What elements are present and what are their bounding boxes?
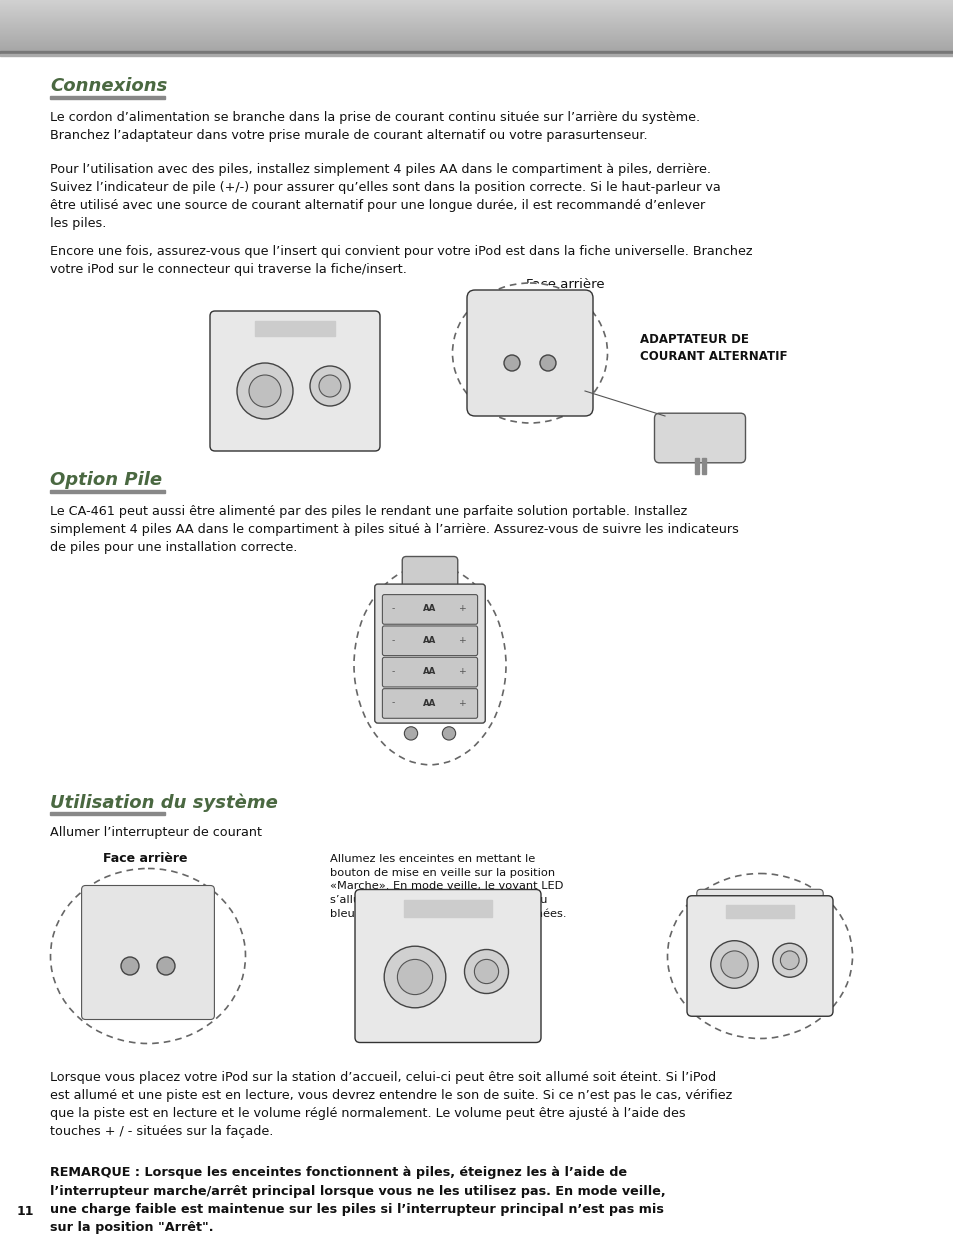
Circle shape — [121, 957, 139, 974]
Circle shape — [236, 363, 293, 419]
Ellipse shape — [51, 868, 245, 1044]
FancyBboxPatch shape — [654, 414, 744, 463]
Text: AA: AA — [423, 699, 436, 708]
Ellipse shape — [667, 873, 852, 1039]
Text: AA: AA — [423, 636, 436, 645]
FancyBboxPatch shape — [402, 557, 457, 592]
Circle shape — [539, 354, 556, 370]
Circle shape — [720, 951, 747, 978]
Circle shape — [464, 950, 508, 993]
FancyBboxPatch shape — [210, 311, 379, 451]
Circle shape — [710, 941, 758, 988]
Text: +: + — [457, 667, 466, 676]
Bar — [694, 458, 699, 474]
Circle shape — [474, 960, 498, 983]
Text: +: + — [457, 636, 466, 645]
Bar — [50, 96, 165, 99]
Bar — [725, 905, 793, 918]
Circle shape — [384, 946, 445, 1008]
Text: Allumez les enceintes en mettant le
bouton de mise en veille sur la position
«Ma: Allumez les enceintes en mettant le bout… — [330, 853, 566, 919]
Text: -: - — [392, 667, 395, 676]
Text: Face arrière: Face arrière — [103, 852, 187, 864]
FancyBboxPatch shape — [686, 895, 832, 1016]
Text: Encore une fois, assurez-vous que l’insert qui convient pour votre iPod est dans: Encore une fois, assurez-vous que l’inse… — [50, 245, 752, 275]
Circle shape — [780, 951, 799, 969]
Text: Le CA-461 peut aussi être alimenté par des piles le rendant une parfaite solutio: Le CA-461 peut aussi être alimenté par d… — [50, 505, 739, 555]
Ellipse shape — [452, 283, 607, 424]
Text: -: - — [392, 604, 395, 614]
Text: +: + — [457, 699, 466, 708]
Bar — [403, 900, 492, 916]
Circle shape — [157, 957, 174, 974]
Text: -: - — [392, 699, 395, 708]
Circle shape — [318, 375, 340, 396]
Text: AA: AA — [423, 604, 436, 614]
FancyBboxPatch shape — [382, 594, 477, 624]
Bar — [254, 321, 335, 336]
FancyBboxPatch shape — [696, 889, 822, 1016]
FancyBboxPatch shape — [382, 626, 477, 656]
Bar — [701, 458, 705, 474]
Circle shape — [503, 354, 519, 370]
Ellipse shape — [354, 566, 505, 764]
Text: Lorsque vous placez votre iPod sur la station d’accueil, celui-ci peut être soit: Lorsque vous placez votre iPod sur la st… — [50, 1071, 732, 1137]
Circle shape — [442, 726, 456, 740]
Circle shape — [397, 960, 432, 994]
Text: Pour l’utilisation avec des piles, installez simplement 4 piles AA dans le compa: Pour l’utilisation avec des piles, insta… — [50, 163, 720, 230]
Text: +: + — [457, 604, 466, 614]
FancyBboxPatch shape — [382, 689, 477, 719]
Text: 11: 11 — [17, 1205, 34, 1218]
Text: -: - — [392, 636, 395, 645]
Text: Connexions: Connexions — [50, 77, 167, 95]
Bar — [50, 490, 165, 493]
FancyBboxPatch shape — [82, 885, 214, 1020]
Circle shape — [310, 366, 350, 406]
FancyBboxPatch shape — [467, 290, 593, 416]
Text: Face arrière: Face arrière — [525, 278, 603, 291]
Text: Allumer l’interrupteur de courant: Allumer l’interrupteur de courant — [50, 826, 262, 839]
Circle shape — [772, 944, 806, 977]
Text: ADAPTATEUR DE
COURANT ALTERNATIF: ADAPTATEUR DE COURANT ALTERNATIF — [639, 333, 786, 363]
FancyBboxPatch shape — [375, 584, 485, 724]
Text: AA: AA — [423, 667, 436, 676]
FancyBboxPatch shape — [382, 657, 477, 687]
Bar — [0, 54, 953, 56]
Text: REMARQUE : Lorsque les enceintes fonctionnent à piles, éteignez les à l’aide de
: REMARQUE : Lorsque les enceintes fonctio… — [50, 1166, 665, 1235]
Bar — [0, 51, 953, 54]
Circle shape — [404, 726, 417, 740]
Text: Le cordon d’alimentation se branche dans la prise de courant continu située sur : Le cordon d’alimentation se branche dans… — [50, 111, 700, 142]
Text: Option Pile: Option Pile — [50, 471, 162, 489]
FancyBboxPatch shape — [355, 889, 540, 1042]
Text: Utilisation du système: Utilisation du système — [50, 793, 277, 811]
Circle shape — [249, 375, 281, 408]
Bar — [50, 811, 165, 815]
